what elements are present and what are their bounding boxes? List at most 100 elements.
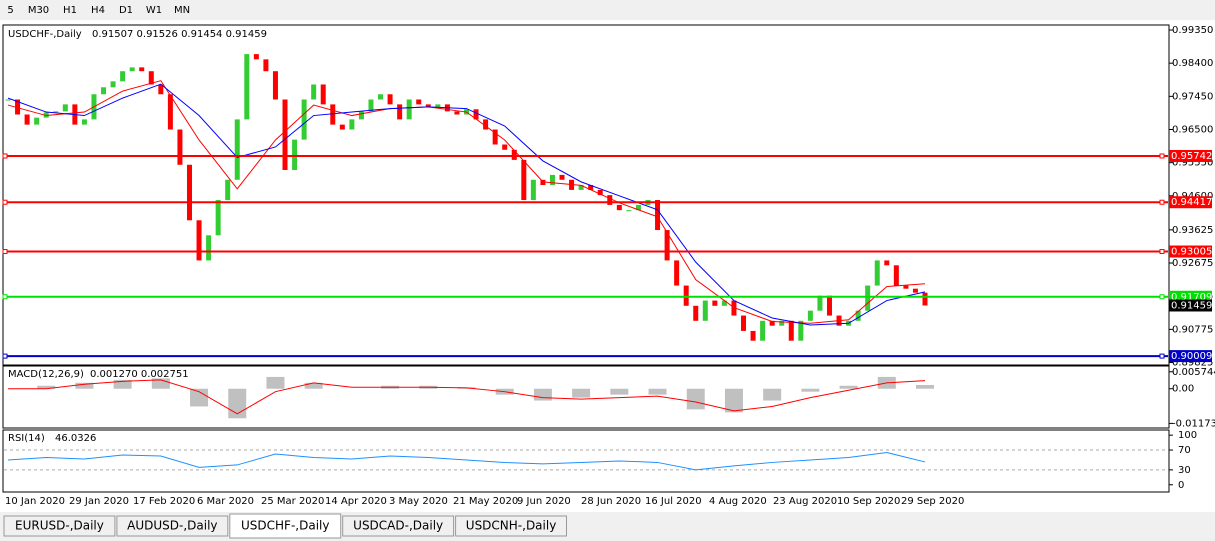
y-tick-label: 0.95550 <box>1172 158 1213 169</box>
x-tick-label: 16 Jul 2020 <box>645 496 702 507</box>
candle <box>760 320 766 341</box>
last-price-box <box>1169 299 1212 312</box>
candle <box>301 99 307 140</box>
candle <box>712 300 718 306</box>
x-tick-label: 23 Aug 2020 <box>773 496 837 507</box>
candle <box>320 84 326 105</box>
candle <box>397 104 403 120</box>
y-tick-label: 0.96500 <box>1172 125 1213 136</box>
macd-bar <box>839 385 858 389</box>
candle <box>148 71 154 85</box>
candle <box>167 94 173 130</box>
candle <box>893 265 899 286</box>
candle <box>339 124 345 130</box>
candle <box>549 174 555 186</box>
timeframe-button[interactable]: 5 <box>7 5 13 16</box>
y-tick-label: 70 <box>1178 445 1191 456</box>
y-tick-label: 0.00 <box>1172 384 1194 395</box>
x-tick-label: 29 Sep 2020 <box>901 496 964 507</box>
main-panel <box>2 24 1170 366</box>
candle <box>540 179 546 186</box>
candle <box>683 285 689 306</box>
tab[interactable] <box>116 515 229 537</box>
candle <box>272 71 278 100</box>
candle <box>741 315 747 331</box>
candle <box>139 67 145 72</box>
x-tick-label: 29 Jan 2020 <box>69 496 129 507</box>
y-tick-label: 0.90775 <box>1172 324 1213 335</box>
tab[interactable] <box>455 515 568 537</box>
x-tick-label: 9 Jun 2020 <box>517 496 571 507</box>
candle <box>292 139 298 171</box>
candle <box>234 119 240 180</box>
rsi-panel <box>2 429 1170 493</box>
candle <box>330 104 336 125</box>
macd-bar <box>113 379 132 389</box>
tab[interactable] <box>3 515 116 537</box>
timeframe-button[interactable]: H1 <box>63 5 77 16</box>
tab-label[interactable]: AUDUSD-,Daily <box>127 519 217 533</box>
x-tick-label: 28 Jun 2020 <box>581 496 641 507</box>
candle <box>884 260 890 266</box>
y-tick-label: 0.92675 <box>1172 258 1213 269</box>
candle <box>177 129 183 165</box>
candle <box>158 84 164 95</box>
tab-label[interactable]: USDCHF-,Daily <box>241 519 329 533</box>
candle <box>454 111 460 115</box>
tab-label[interactable]: USDCAD-,Daily <box>353 519 443 533</box>
candle <box>912 288 918 293</box>
timeframe-button[interactable]: H4 <box>91 5 105 16</box>
x-tick-label: 10 Sep 2020 <box>837 496 900 507</box>
level-handle <box>2 353 8 359</box>
macd-signal <box>8 379 926 415</box>
candle <box>903 285 909 289</box>
active-tab[interactable] <box>229 513 342 539</box>
candle <box>779 320 785 326</box>
macd-bar <box>686 388 705 410</box>
candle <box>129 67 135 72</box>
candle <box>62 104 68 112</box>
macd-bar <box>916 384 934 389</box>
candle <box>483 119 489 130</box>
candle <box>807 310 813 321</box>
level-label: 0.94417 <box>1171 197 1212 208</box>
level-handle <box>2 294 8 300</box>
candle <box>416 99 422 105</box>
x-tick-label: 25 Mar 2020 <box>261 496 324 507</box>
tab-label[interactable]: EURUSD-,Daily <box>15 519 104 533</box>
level-handle <box>1159 294 1165 300</box>
candle <box>578 185 584 190</box>
macd-bar <box>610 388 629 395</box>
candle <box>511 149 517 160</box>
timeframe-button[interactable]: MN <box>174 5 190 16</box>
macd-label: MACD(12,26,9) <box>8 369 84 380</box>
level-handle <box>2 153 8 159</box>
candle <box>425 104 431 108</box>
x-tick-label: 14 Apr 2020 <box>325 496 387 507</box>
candle <box>110 81 116 88</box>
candle <box>43 112 49 118</box>
candle <box>721 300 727 306</box>
timeframe-button[interactable]: M30 <box>28 5 49 16</box>
candle <box>788 320 794 341</box>
candle <box>865 285 871 311</box>
timeframe-button[interactable]: W1 <box>146 5 162 16</box>
moving-average <box>7 80 926 324</box>
candle <box>206 235 212 261</box>
x-tick-label: 6 Mar 2020 <box>197 496 254 507</box>
candle <box>693 305 699 321</box>
y-tick-label: 30 <box>1178 465 1191 476</box>
level-handle <box>1159 353 1165 359</box>
candle <box>635 204 641 211</box>
candle <box>387 94 393 105</box>
candle <box>702 300 708 321</box>
macd-bar <box>37 385 56 389</box>
tab[interactable] <box>342 515 455 537</box>
tab-label[interactable]: USDCNH-,Daily <box>466 519 557 533</box>
candle <box>263 59 269 72</box>
x-tick-label: 3 May 2020 <box>389 496 448 507</box>
timeframe-button[interactable]: D1 <box>119 5 133 16</box>
candle <box>186 164 192 221</box>
level-handle <box>1159 249 1165 255</box>
candle <box>664 230 670 261</box>
